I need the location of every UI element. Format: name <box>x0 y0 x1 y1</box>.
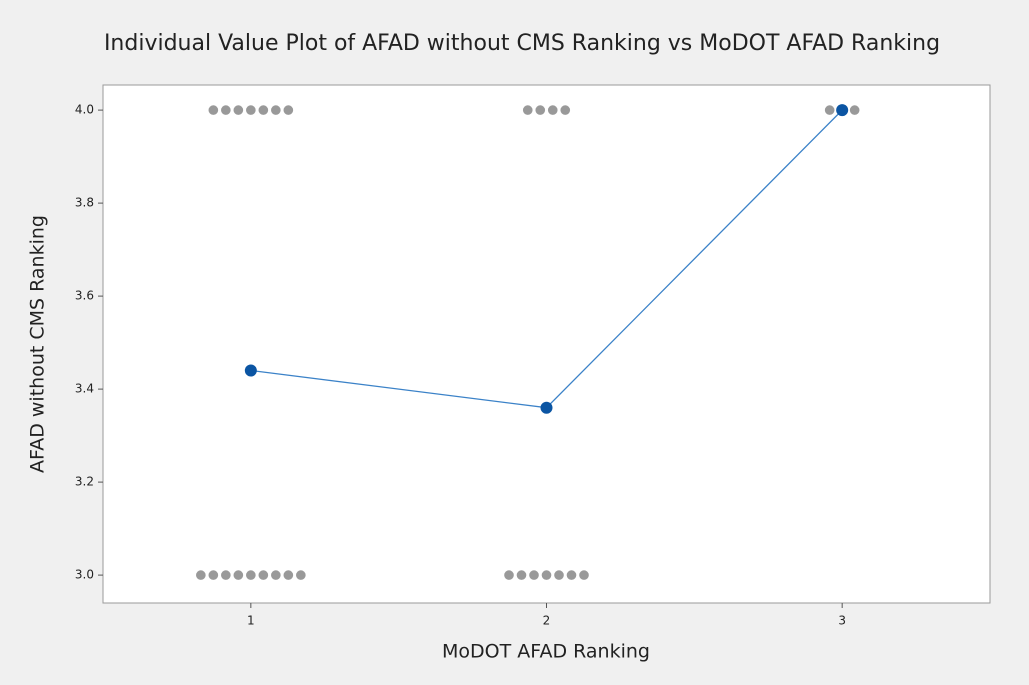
x-tick-label: 3 <box>838 614 846 628</box>
x-tick-label: 1 <box>247 614 255 628</box>
data-point <box>547 105 558 115</box>
data-point <box>258 105 269 115</box>
data-point <box>283 570 294 580</box>
data-point <box>221 570 231 580</box>
data-point <box>535 105 546 115</box>
y-tick-label: 4.0 <box>75 103 94 117</box>
mean-point <box>836 104 849 117</box>
data-point <box>233 570 244 580</box>
data-point <box>208 105 219 115</box>
data-point <box>554 570 564 580</box>
chart-title: Individual Value Plot of AFAD without CM… <box>104 31 940 56</box>
y-tick-label: 3.2 <box>75 475 94 489</box>
data-point <box>516 570 527 580</box>
data-point <box>824 105 835 115</box>
mean-point <box>540 401 553 414</box>
y-tick-label: 3.4 <box>75 382 94 396</box>
mean-point <box>244 364 257 377</box>
y-tick-label: 3.6 <box>75 289 94 303</box>
y-tick-label: 3.8 <box>75 196 94 210</box>
data-point <box>258 570 269 580</box>
y-axis-label: AFAD without CMS Ranking <box>27 215 49 473</box>
data-point <box>283 105 294 115</box>
data-point <box>221 105 231 115</box>
data-point <box>208 570 219 580</box>
plot-area <box>102 84 991 604</box>
data-point <box>233 105 244 115</box>
data-point <box>246 570 256 580</box>
data-point <box>579 570 589 580</box>
data-point <box>529 570 539 580</box>
data-point <box>504 570 514 580</box>
data-point <box>541 570 552 580</box>
x-axis-label: MoDOT AFAD Ranking <box>442 641 650 663</box>
y-tick-label: 3.0 <box>75 568 94 582</box>
data-point <box>849 105 860 115</box>
data-point <box>296 570 306 580</box>
data-point <box>271 105 281 115</box>
data-point <box>271 570 281 580</box>
data-point <box>522 105 533 115</box>
data-point <box>566 570 577 580</box>
data-point <box>196 570 206 580</box>
data-point <box>246 105 256 115</box>
data-point <box>560 105 571 115</box>
x-tick-label: 2 <box>543 614 551 628</box>
